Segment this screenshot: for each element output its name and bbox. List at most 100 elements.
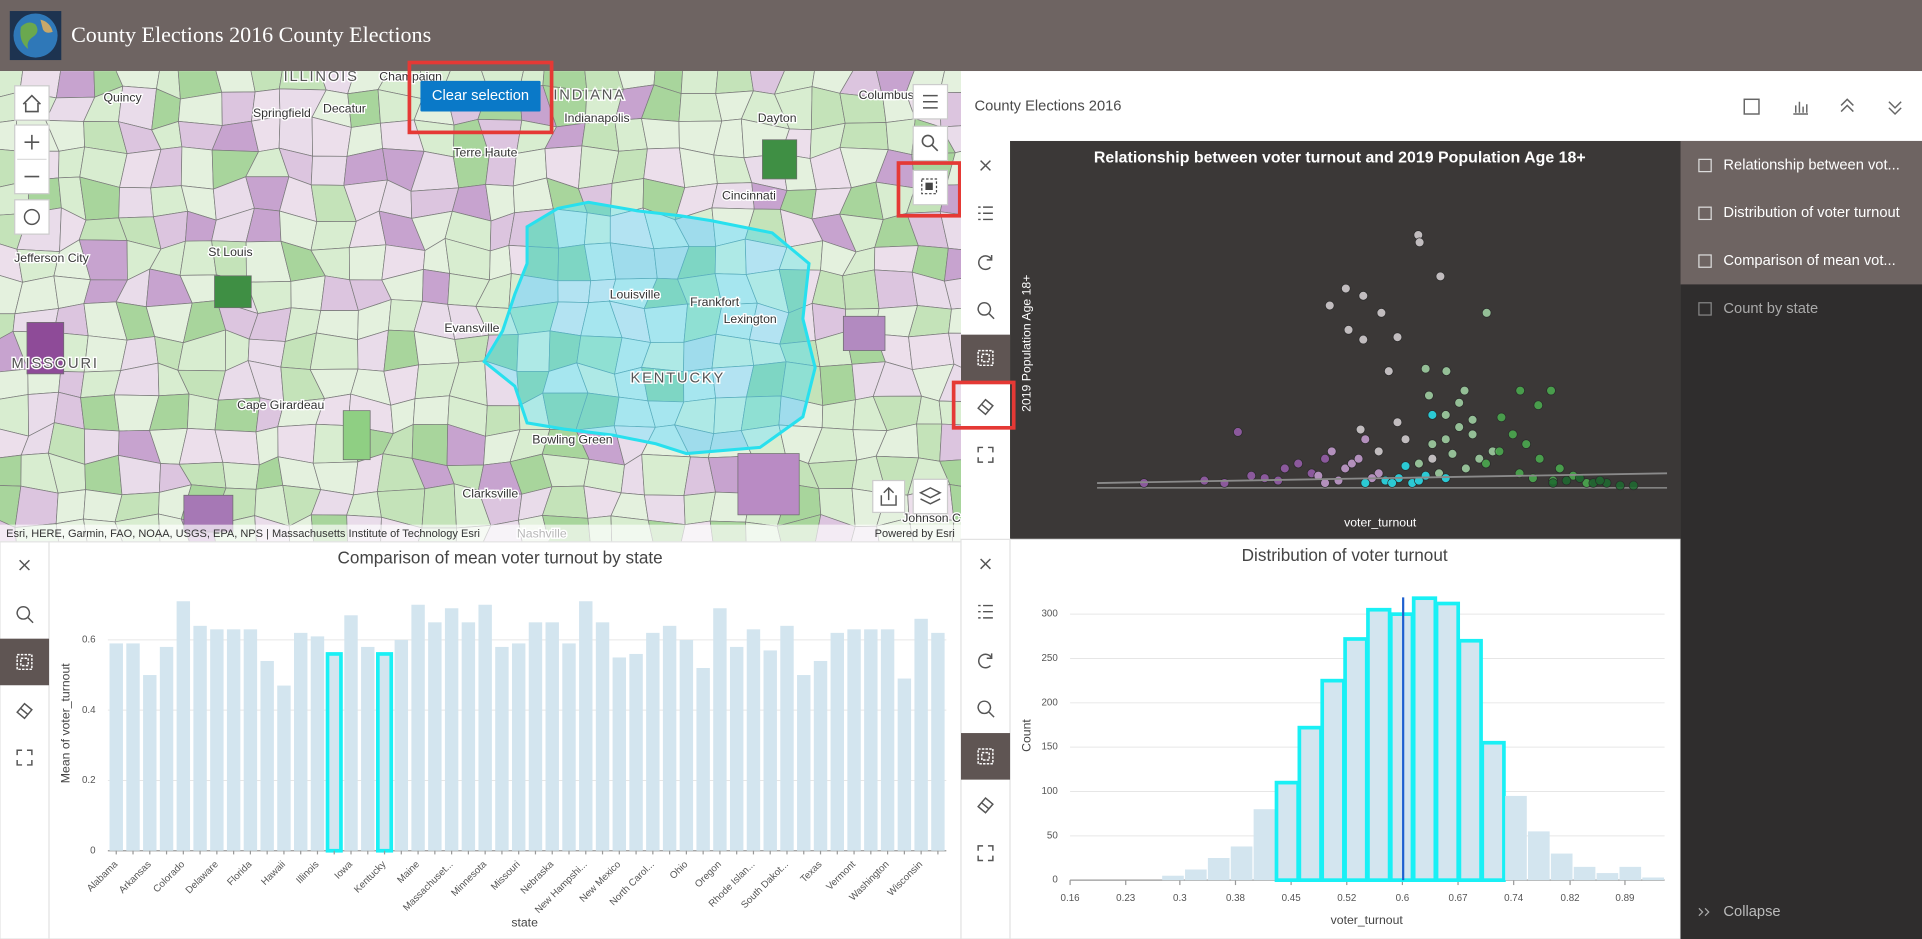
bar[interactable] bbox=[210, 629, 224, 851]
bar[interactable] bbox=[528, 622, 543, 851]
bar[interactable] bbox=[143, 675, 157, 851]
chart-icon[interactable] bbox=[1793, 101, 1809, 115]
tool-erase[interactable] bbox=[977, 398, 994, 416]
bar[interactable] bbox=[646, 632, 660, 851]
bar[interactable] bbox=[193, 625, 207, 851]
bar[interactable] bbox=[293, 632, 308, 851]
point bbox=[1427, 410, 1438, 420]
tool-select[interactable] bbox=[977, 349, 994, 367]
bar[interactable] bbox=[897, 678, 912, 851]
bar[interactable] bbox=[411, 604, 425, 851]
bar[interactable] bbox=[830, 632, 845, 851]
info-button[interactable] bbox=[14, 199, 50, 235]
tool-close[interactable] bbox=[19, 559, 30, 571]
bar[interactable] bbox=[562, 643, 576, 851]
bar[interactable] bbox=[545, 622, 559, 851]
bar[interactable] bbox=[797, 675, 811, 851]
bar[interactable] bbox=[662, 625, 677, 851]
bar[interactable] bbox=[344, 615, 358, 851]
bar[interactable] bbox=[394, 639, 409, 851]
bar[interactable] bbox=[376, 652, 394, 853]
tool-erase[interactable] bbox=[16, 702, 33, 720]
bar[interactable] bbox=[713, 608, 727, 851]
bar[interactable] bbox=[226, 629, 241, 851]
tool-refresh[interactable] bbox=[978, 653, 993, 669]
bar[interactable] bbox=[361, 646, 375, 851]
bar[interactable] bbox=[579, 601, 593, 851]
tool-close[interactable] bbox=[980, 558, 991, 570]
point bbox=[1459, 385, 1470, 396]
bar[interactable] bbox=[495, 646, 509, 851]
collapse-icon[interactable] bbox=[1698, 907, 1710, 917]
bar[interactable] bbox=[243, 629, 258, 851]
tool-select[interactable] bbox=[16, 653, 33, 671]
bar[interactable] bbox=[511, 643, 526, 851]
bar[interactable] bbox=[461, 622, 476, 851]
panel-actions[interactable] bbox=[1743, 98, 1902, 116]
tool-select[interactable] bbox=[977, 748, 994, 765]
tool-refresh[interactable] bbox=[978, 254, 993, 271]
home-button[interactable] bbox=[14, 85, 50, 121]
bar[interactable] bbox=[444, 608, 459, 851]
county bbox=[643, 303, 688, 343]
bar[interactable] bbox=[595, 622, 610, 851]
tool-search[interactable] bbox=[16, 606, 34, 624]
histogram-bar bbox=[1253, 809, 1276, 881]
expand-icon[interactable] bbox=[1840, 98, 1854, 113]
clear-selection-button[interactable] bbox=[420, 80, 541, 112]
sidebar-item[interactable]: Distribution of voter turnout bbox=[1723, 205, 1899, 221]
tool-list[interactable] bbox=[978, 206, 993, 221]
bar[interactable] bbox=[729, 646, 744, 851]
county bbox=[421, 483, 457, 529]
tool-expand[interactable] bbox=[16, 749, 33, 766]
bar[interactable] bbox=[310, 636, 325, 851]
place-label: KENTUCKY bbox=[630, 371, 725, 387]
sidebar-item[interactable]: Comparison of mean vot... bbox=[1723, 253, 1895, 269]
sidebar-item[interactable]: Relationship between vot... bbox=[1723, 157, 1899, 173]
point bbox=[1376, 308, 1387, 318]
bar[interactable] bbox=[679, 639, 694, 851]
tool-close[interactable] bbox=[980, 160, 991, 171]
tool-expand[interactable] bbox=[977, 845, 994, 862]
bar[interactable] bbox=[277, 685, 291, 851]
tool-icon bbox=[977, 398, 994, 416]
bar[interactable] bbox=[612, 657, 627, 851]
bar[interactable] bbox=[696, 668, 710, 851]
bar[interactable] bbox=[763, 650, 777, 851]
bar[interactable] bbox=[109, 643, 123, 851]
tool-search[interactable] bbox=[977, 700, 995, 718]
new-chart-icon[interactable] bbox=[1743, 98, 1760, 115]
tool-erase[interactable] bbox=[977, 796, 994, 814]
tool-expand[interactable] bbox=[977, 446, 994, 463]
bar[interactable] bbox=[126, 643, 140, 851]
bar[interactable] bbox=[260, 660, 274, 851]
tool-icon bbox=[980, 160, 991, 171]
bar[interactable] bbox=[629, 653, 643, 851]
bar[interactable] bbox=[176, 601, 191, 851]
app-logo[interactable] bbox=[9, 11, 62, 61]
bar[interactable] bbox=[914, 618, 928, 851]
sidebar-item[interactable]: Count by state bbox=[1723, 301, 1818, 317]
tool-list[interactable] bbox=[978, 604, 993, 619]
bar[interactable] bbox=[746, 629, 761, 851]
collapse-icon[interactable] bbox=[1888, 101, 1902, 116]
bar[interactable] bbox=[864, 629, 878, 851]
bar[interactable] bbox=[847, 629, 861, 851]
tool-search[interactable] bbox=[977, 302, 995, 320]
bar[interactable] bbox=[880, 629, 895, 851]
bar[interactable] bbox=[428, 622, 442, 851]
bar[interactable] bbox=[931, 632, 945, 851]
point bbox=[1400, 434, 1411, 445]
point bbox=[1360, 434, 1371, 445]
collapse-label[interactable]: Collapse bbox=[1723, 904, 1780, 920]
search-button[interactable] bbox=[912, 125, 949, 162]
bar[interactable] bbox=[325, 652, 343, 853]
select-button[interactable] bbox=[912, 169, 949, 206]
place-label: Lexington bbox=[724, 312, 777, 326]
bar[interactable] bbox=[159, 646, 174, 851]
bar[interactable] bbox=[478, 604, 492, 851]
layers-button[interactable] bbox=[912, 478, 949, 515]
bar[interactable] bbox=[813, 660, 828, 851]
bar[interactable] bbox=[780, 625, 794, 851]
